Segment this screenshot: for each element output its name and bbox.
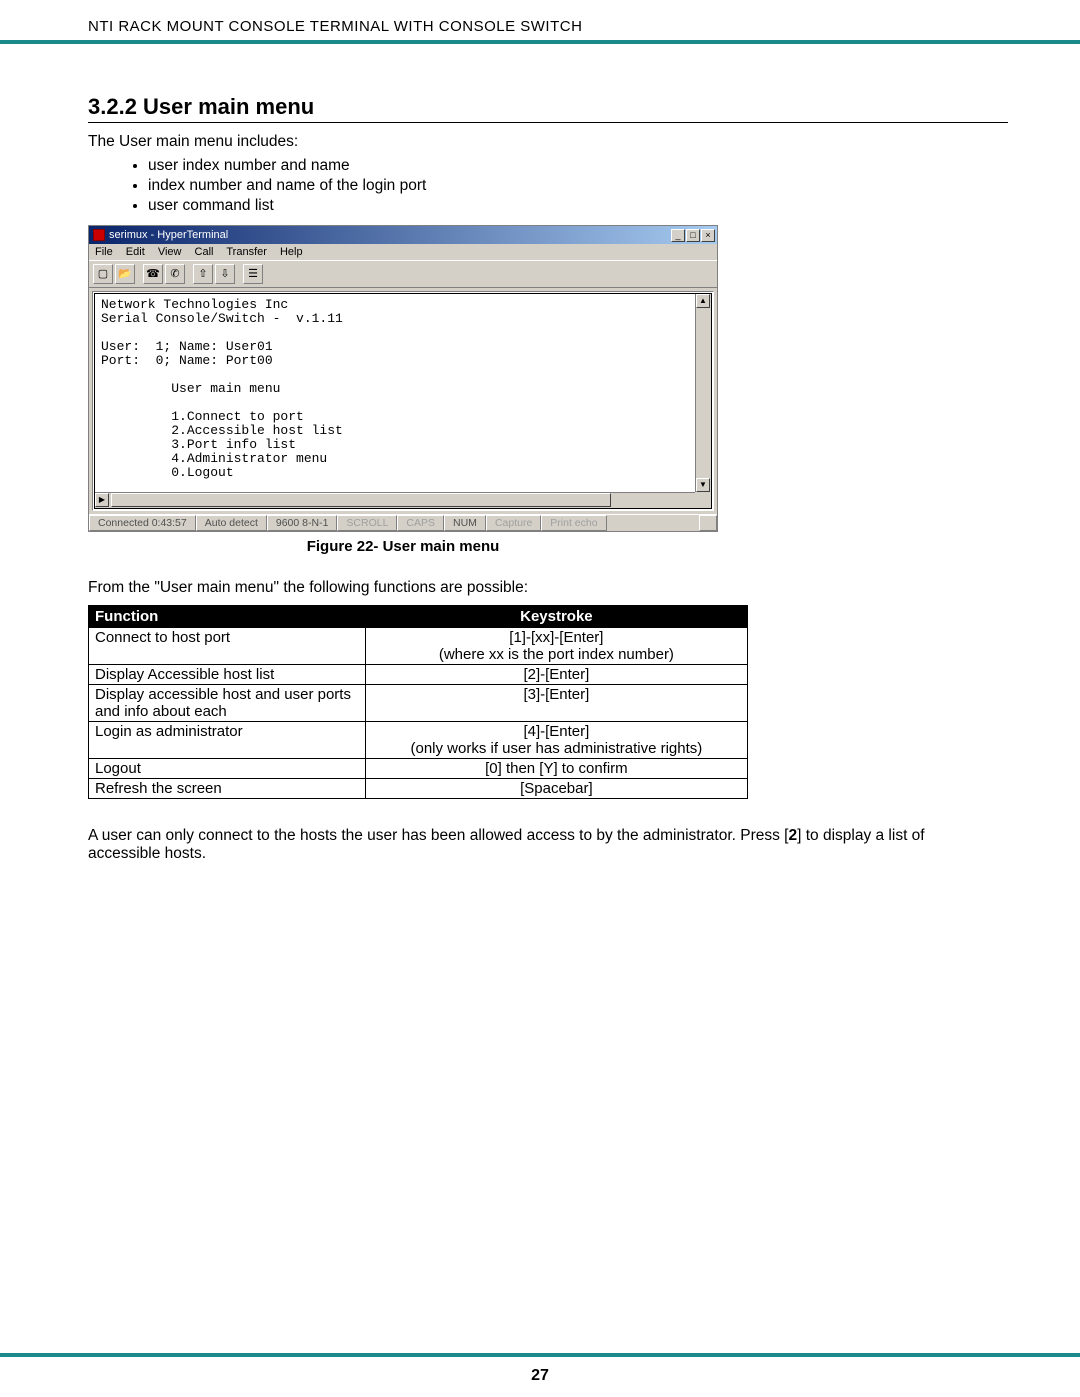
- bullet-item: user index number and name: [148, 157, 1008, 175]
- cell-keystroke: [0] then [Y] to confirm: [365, 759, 747, 779]
- cell-function: Logout: [89, 759, 366, 779]
- status-detect: Auto detect: [196, 515, 267, 531]
- cell-function: Display accessible host and user ports a…: [89, 685, 366, 722]
- toolbar: ▢ 📂 ☎ ✆ ⇧ ⇩ ☰: [89, 260, 717, 288]
- cell-keystroke: [3]-[Enter]: [365, 685, 747, 722]
- content-area: 3.2.2 User main menu The User main menu …: [88, 80, 1008, 869]
- vertical-scrollbar[interactable]: ▲ ▼: [695, 294, 711, 492]
- new-icon[interactable]: ▢: [93, 264, 113, 284]
- scroll-down-icon[interactable]: ▼: [696, 478, 710, 492]
- hyperterminal-window: serimux - HyperTerminal _ □ × File Edit …: [88, 225, 718, 532]
- app-icon: [93, 229, 105, 241]
- horizontal-scrollbar[interactable]: ◀ ▶: [95, 492, 695, 508]
- th-function: Function: [89, 606, 366, 628]
- footer-paragraph: A user can only connect to the hosts the…: [88, 827, 1000, 863]
- cell-keystroke: [Spacebar]: [365, 779, 747, 799]
- cell-keystroke: [1]-[xx]-[Enter](where xx is the port in…: [365, 628, 747, 665]
- top-rule: [0, 40, 1080, 44]
- status-scroll: SCROLL: [337, 515, 397, 531]
- bullet-item: index number and name of the login port: [148, 177, 1008, 195]
- section-heading: 3.2.2 User main menu: [88, 94, 1008, 123]
- properties-icon[interactable]: ☰: [243, 264, 263, 284]
- after-figure-text: From the "User main menu" the following …: [88, 579, 1008, 597]
- cell-keystroke: [4]-[Enter](only works if user has admin…: [365, 722, 747, 759]
- terminal-text: Network Technologies Inc Serial Console/…: [95, 294, 711, 484]
- table-row: Connect to host port [1]-[xx]-[Enter](wh…: [89, 628, 748, 665]
- status-echo: Print echo: [541, 515, 606, 531]
- function-table: Function Keystroke Connect to host port …: [88, 605, 748, 799]
- page: NTI RACK MOUNT CONSOLE TERMINAL WITH CON…: [0, 0, 1080, 1397]
- terminal-area[interactable]: Network Technologies Inc Serial Console/…: [94, 293, 712, 509]
- cell-function: Refresh the screen: [89, 779, 366, 799]
- scroll-right-icon[interactable]: ▶: [95, 493, 109, 507]
- connect-icon[interactable]: ☎: [143, 264, 163, 284]
- terminal-frame: Network Technologies Inc Serial Console/…: [92, 291, 714, 511]
- open-icon[interactable]: 📂: [115, 264, 135, 284]
- table-row: Login as administrator [4]-[Enter](only …: [89, 722, 748, 759]
- bottom-rule: [0, 1353, 1080, 1357]
- status-bar: Connected 0:43:57 Auto detect 9600 8-N-1…: [89, 514, 717, 531]
- status-connected: Connected 0:43:57: [89, 515, 196, 531]
- bullet-list: user index number and name index number …: [148, 157, 1008, 215]
- send-icon[interactable]: ⇧: [193, 264, 213, 284]
- table-row: Refresh the screen [Spacebar]: [89, 779, 748, 799]
- table-row: Display accessible host and user ports a…: [89, 685, 748, 722]
- status-num: NUM: [444, 515, 486, 531]
- titlebar: serimux - HyperTerminal _ □ ×: [89, 226, 717, 244]
- menubar: File Edit View Call Transfer Help: [89, 244, 717, 260]
- cell-keystroke: [2]-[Enter]: [365, 665, 747, 685]
- status-settings: 9600 8-N-1: [267, 515, 338, 531]
- status-capture: Capture: [486, 515, 541, 531]
- th-keystroke: Keystroke: [365, 606, 747, 628]
- maximize-button[interactable]: □: [686, 229, 700, 242]
- window-title: serimux - HyperTerminal: [109, 229, 228, 241]
- cell-function: Login as administrator: [89, 722, 366, 759]
- scroll-corner: [695, 492, 711, 508]
- cell-function: Connect to host port: [89, 628, 366, 665]
- menu-file[interactable]: File: [95, 246, 113, 258]
- close-button[interactable]: ×: [701, 229, 715, 242]
- status-caps: CAPS: [397, 515, 444, 531]
- page-number: 27: [0, 1367, 1080, 1385]
- menu-view[interactable]: View: [158, 246, 182, 258]
- menu-transfer[interactable]: Transfer: [226, 246, 267, 258]
- receive-icon[interactable]: ⇩: [215, 264, 235, 284]
- cell-function: Display Accessible host list: [89, 665, 366, 685]
- menu-call[interactable]: Call: [195, 246, 214, 258]
- table-row: Logout [0] then [Y] to confirm: [89, 759, 748, 779]
- intro-text: The User main menu includes:: [88, 133, 1008, 151]
- scroll-thumb[interactable]: [111, 493, 611, 507]
- footer-key: 2: [788, 827, 797, 844]
- menu-help[interactable]: Help: [280, 246, 303, 258]
- figure-caption: Figure 22- User main menu: [88, 538, 718, 555]
- menu-edit[interactable]: Edit: [126, 246, 145, 258]
- footer-text-a: A user can only connect to the hosts the…: [88, 827, 788, 844]
- page-header: NTI RACK MOUNT CONSOLE TERMINAL WITH CON…: [88, 18, 582, 35]
- scroll-up-icon[interactable]: ▲: [696, 294, 710, 308]
- minimize-button[interactable]: _: [671, 229, 685, 242]
- bullet-item: user command list: [148, 197, 1008, 215]
- table-row: Display Accessible host list [2]-[Enter]: [89, 665, 748, 685]
- resize-grip-icon[interactable]: [699, 515, 717, 531]
- disconnect-icon[interactable]: ✆: [165, 264, 185, 284]
